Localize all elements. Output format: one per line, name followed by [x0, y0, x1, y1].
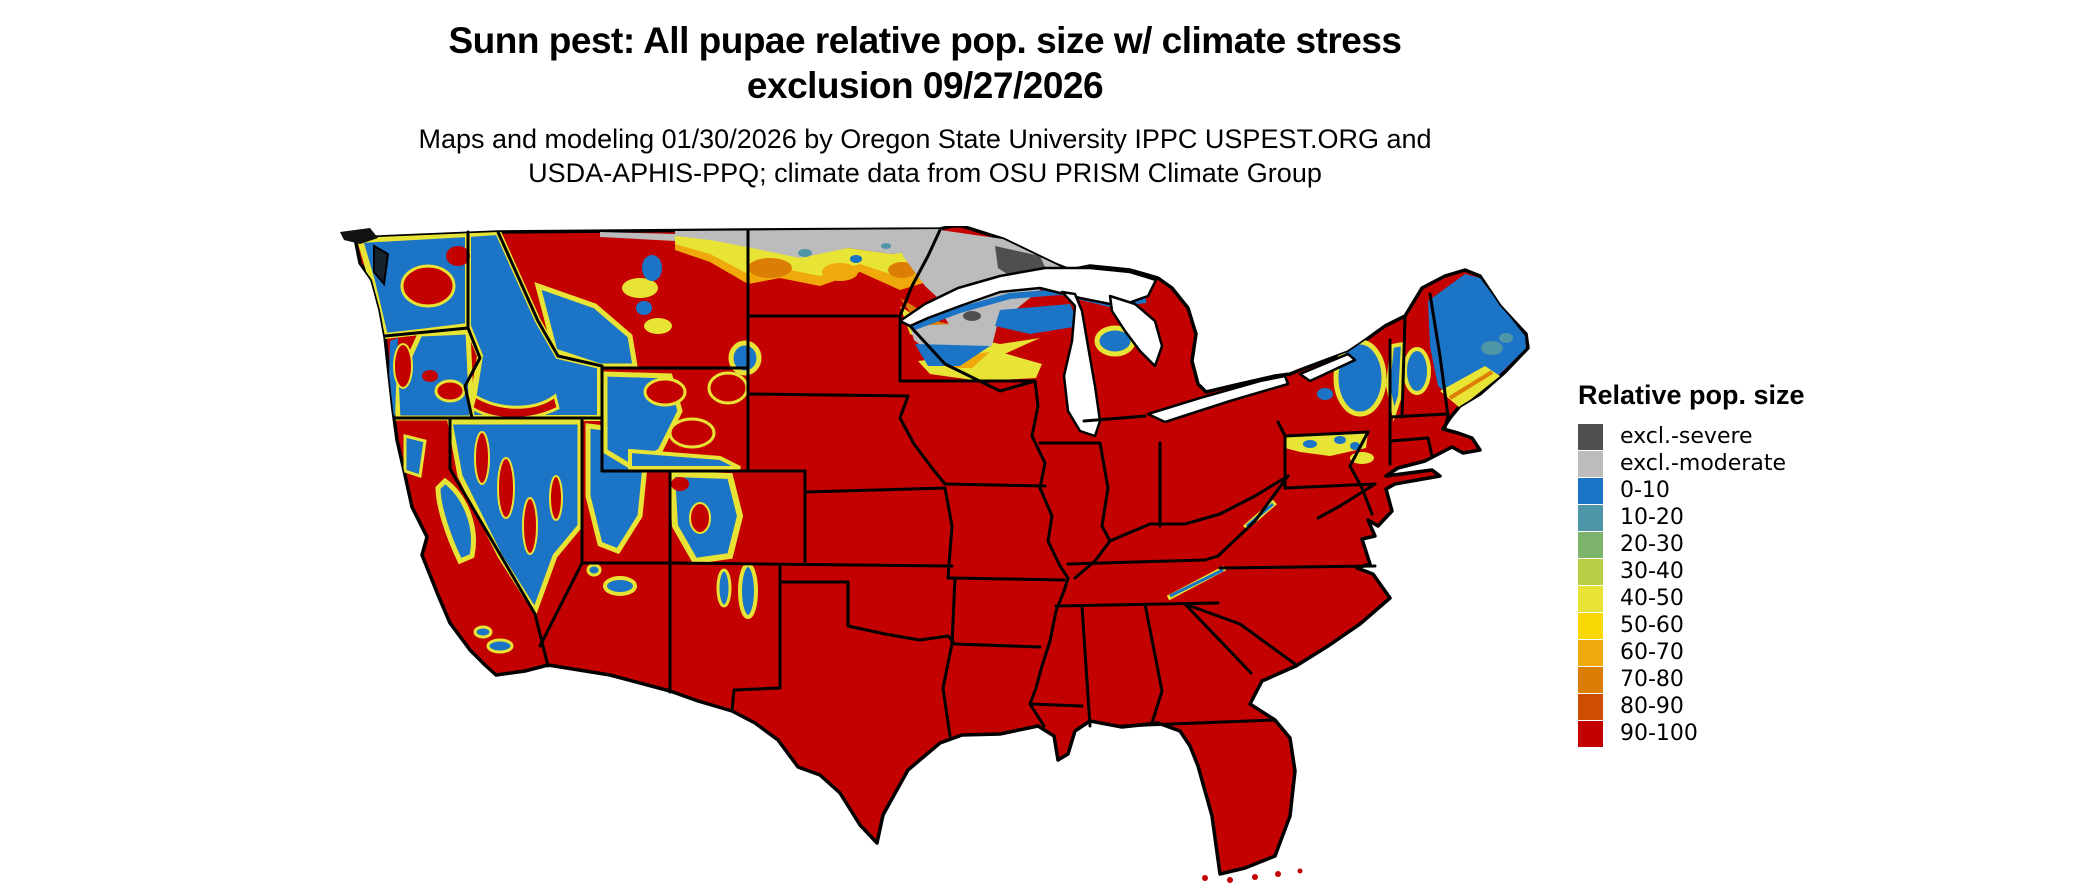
legend-item: 30-40 [1578, 558, 1805, 585]
legend-item: 10-20 [1578, 504, 1805, 531]
legend-label: excl.-severe [1620, 424, 1753, 449]
legend-swatch [1578, 477, 1603, 504]
legend-label: 0-10 [1620, 478, 1670, 503]
lake-superior [898, 266, 1158, 328]
map-subtitle: Maps and modeling 01/30/2026 by Oregon S… [0, 122, 1850, 190]
great-lakes [898, 266, 1357, 438]
map-subtitle-line2: USDA-APHIS-PPQ; climate data from OSU PR… [528, 158, 1322, 188]
legend-label: 50-60 [1620, 613, 1684, 638]
legend-label: 60-70 [1620, 640, 1684, 665]
region-north-exclusion [600, 229, 942, 290]
legend-item: excl.-severe [1578, 423, 1805, 450]
lake-ontario [1298, 352, 1357, 383]
legend-swatch [1578, 585, 1603, 612]
map-svg [340, 224, 1530, 883]
legend: Relative pop. size excl.-severe excl.-mod… [1578, 380, 1805, 747]
legend-label: excl.-moderate [1620, 451, 1786, 476]
state-borders [383, 228, 1450, 738]
legend-item: 70-80 [1578, 666, 1805, 693]
map-subtitle-line1: Maps and modeling 01/30/2026 by Oregon S… [418, 124, 1432, 154]
legend-swatch [1578, 504, 1603, 531]
legend-label: 70-80 [1620, 667, 1684, 692]
map-title-line1: Sunn pest: All pupae relative pop. size … [448, 20, 1402, 61]
legend-swatch [1578, 450, 1603, 477]
legend-item: 20-30 [1578, 531, 1805, 558]
legend-label: 40-50 [1620, 586, 1684, 611]
legend-label: 90-100 [1620, 721, 1698, 746]
legend-label: 30-40 [1620, 559, 1684, 584]
legend-label: 20-30 [1620, 532, 1684, 557]
legend-swatch [1578, 612, 1603, 639]
legend-item: 40-50 [1578, 585, 1805, 612]
legend-item: 0-10 [1578, 477, 1805, 504]
legend-item: 50-60 [1578, 612, 1805, 639]
legend-swatch [1578, 666, 1603, 693]
map-title-line2: exclusion 09/27/2026 [746, 65, 1104, 106]
lake-michigan [1060, 290, 1102, 438]
legend-rows: excl.-severe excl.-moderate 0-10 10-20 20-30… [1578, 423, 1805, 747]
legend-swatch [1578, 423, 1603, 450]
lake-erie [1146, 374, 1290, 424]
legend-swatch [1578, 558, 1603, 585]
legend-label: 80-90 [1620, 694, 1684, 719]
florida-keys [1202, 868, 1303, 883]
legend-title: Relative pop. size [1578, 380, 1805, 410]
legend-swatch [1578, 720, 1603, 747]
region-west-basins [393, 246, 749, 555]
map-title: Sunn pest: All pupae relative pop. size … [0, 18, 1850, 108]
legend-swatch [1578, 531, 1603, 558]
legend-swatch [1578, 639, 1603, 666]
legend-swatch [1578, 693, 1603, 720]
legend-item: 90-100 [1578, 720, 1805, 747]
puget-sound [340, 228, 390, 287]
legend-item: excl.-moderate [1578, 450, 1805, 477]
lake-huron [1108, 294, 1164, 368]
legend-label: 10-20 [1620, 505, 1684, 530]
legend-item: 60-70 [1578, 639, 1805, 666]
legend-item: 80-90 [1578, 693, 1805, 720]
us-choropleth-map [300, 224, 1530, 886]
